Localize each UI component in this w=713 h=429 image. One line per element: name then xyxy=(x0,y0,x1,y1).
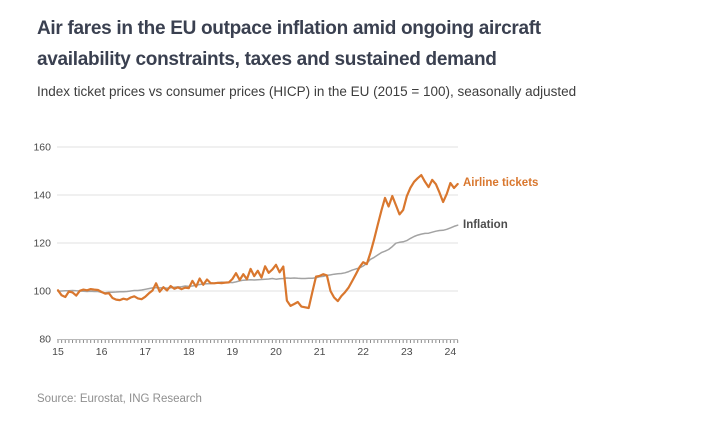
svg-text:21: 21 xyxy=(314,346,326,358)
svg-text:80: 80 xyxy=(39,334,51,346)
svg-text:17: 17 xyxy=(139,346,151,358)
svg-text:100: 100 xyxy=(33,286,51,298)
series-label-airline-tickets: Airline tickets xyxy=(463,177,539,189)
series-label-inflation: Inflation xyxy=(463,219,508,231)
svg-text:140: 140 xyxy=(33,190,51,202)
svg-text:16: 16 xyxy=(96,346,108,358)
svg-text:20: 20 xyxy=(270,346,282,358)
chart-subtitle: Index ticket prices vs consumer prices (… xyxy=(37,84,577,99)
svg-text:18: 18 xyxy=(183,346,195,358)
page-title-line-2: availability constraints, taxes and sust… xyxy=(37,49,497,70)
svg-text:15: 15 xyxy=(52,346,64,358)
svg-text:160: 160 xyxy=(33,142,51,154)
source-note: Source: Eurostat, ING Research xyxy=(37,393,202,405)
page-title-line-1: Air fares in the EU outpace inflation am… xyxy=(37,18,541,39)
svg-text:23: 23 xyxy=(401,346,413,358)
svg-text:22: 22 xyxy=(357,346,369,358)
svg-text:120: 120 xyxy=(33,238,51,250)
page-title: Air fares in the EU outpace inflation am… xyxy=(37,13,541,75)
svg-text:19: 19 xyxy=(227,346,239,358)
svg-text:24: 24 xyxy=(445,346,457,358)
